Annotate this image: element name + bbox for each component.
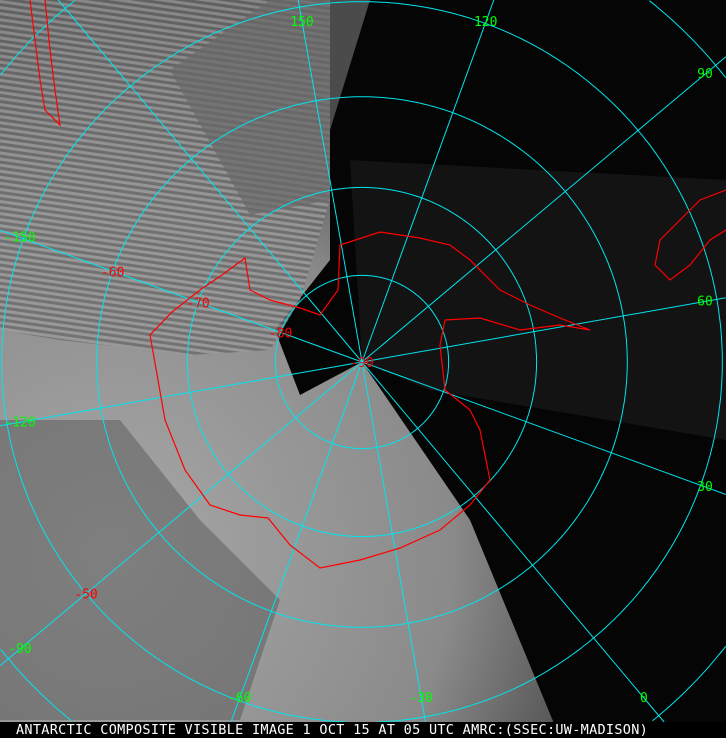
dim-swath xyxy=(350,160,726,440)
latitude-circle xyxy=(0,0,75,75)
meridian-line xyxy=(0,361,363,427)
latitude-label: -90 xyxy=(350,356,373,371)
longitude-label: 150 xyxy=(290,15,313,30)
longitude-label: -60 xyxy=(228,691,251,706)
image-caption: ANTARCTIC COMPOSITE VISIBLE IMAGE 1 OCT … xyxy=(0,722,726,738)
longitude-label: 0 xyxy=(640,691,648,706)
latitude-label: -70 xyxy=(186,296,209,311)
longitude-label: -120 xyxy=(4,415,35,430)
latitude-label: -60 xyxy=(101,265,124,280)
meridian-line xyxy=(230,361,363,723)
longitude-label: -90 xyxy=(8,642,31,657)
meridian-line xyxy=(361,0,495,363)
cloud-field xyxy=(0,420,280,720)
latitude-circle xyxy=(1,1,723,723)
longitude-label: 30 xyxy=(697,480,713,495)
meridian-line xyxy=(297,0,363,363)
latitude-circle xyxy=(649,0,726,79)
south-america-coastline xyxy=(29,0,61,127)
latitude-label: -50 xyxy=(74,588,97,603)
longitude-label: -150 xyxy=(4,231,35,246)
latitude-circle xyxy=(274,274,450,450)
meridian-line xyxy=(361,361,726,495)
antarctica-coastline xyxy=(149,231,591,569)
longitude-label: 60 xyxy=(697,295,713,310)
latitude-circle xyxy=(186,186,538,538)
latitude-circle xyxy=(96,96,628,628)
cloud-swath xyxy=(170,0,370,215)
meridian-line xyxy=(57,0,363,363)
longitude-label: 120 xyxy=(474,15,497,30)
latitude-label: -80 xyxy=(269,326,292,341)
meridian-line xyxy=(361,361,665,723)
latitude-circle xyxy=(0,649,72,722)
longitude-label: -30 xyxy=(409,691,432,706)
graticule-labels: 0 30 60 90 120 150 -150 -120 -90 -60 -30 -50 -60 -70 -… xyxy=(4,15,712,706)
meridian-line xyxy=(0,361,363,667)
meridian-line xyxy=(0,229,363,363)
meridian-line xyxy=(361,361,426,723)
latitude-circle xyxy=(652,645,726,722)
meridian-line xyxy=(361,56,726,363)
longitude-label: 90 xyxy=(697,67,713,82)
africa-coastline xyxy=(654,189,726,281)
graticule xyxy=(0,0,726,723)
latitude-circle xyxy=(377,362,723,723)
meridian-line xyxy=(361,297,726,363)
